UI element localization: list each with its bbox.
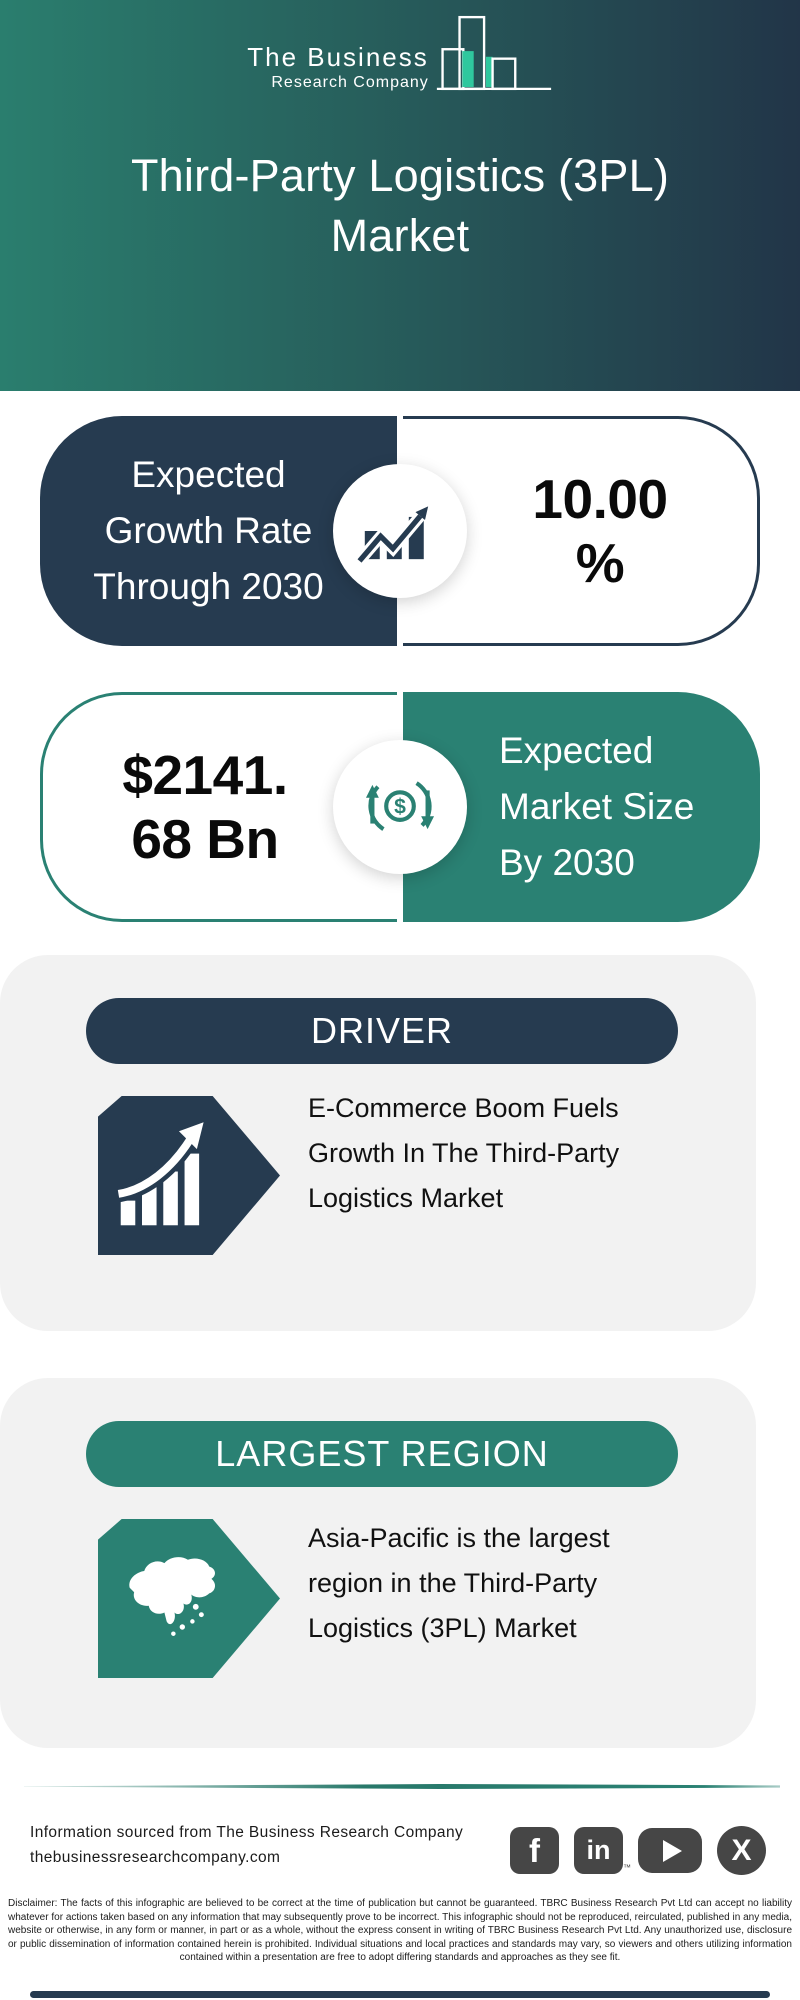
driver-text: E-Commerce Boom Fuels Growth In The Thir… bbox=[308, 1093, 620, 1213]
driver-heading-pill: DRIVER bbox=[86, 998, 678, 1064]
money-circulation-icon: $ bbox=[333, 740, 467, 874]
logo-text-primary: The Business bbox=[247, 42, 429, 72]
driver-section: DRIVER E-Commerce Boom Fuels Growth In T… bbox=[0, 955, 756, 1331]
asia-map-icon bbox=[98, 1519, 280, 1678]
linkedin-glyph: in bbox=[586, 1835, 611, 1865]
market-size-card: $2141. 68 Bn Expected Market Size By 203… bbox=[40, 692, 760, 922]
svg-text:$: $ bbox=[394, 795, 406, 818]
youtube-icon[interactable] bbox=[638, 1828, 702, 1873]
x-icon[interactable]: X bbox=[717, 1826, 766, 1875]
page-title: Third-Party Logistics (3PL) Market bbox=[130, 150, 670, 261]
social-links: f in ™ X bbox=[510, 1826, 766, 1875]
driver-heading: DRIVER bbox=[310, 1010, 454, 1051]
market-size-value: $2141. 68 Bn bbox=[122, 744, 288, 870]
growth-rate-value: 10.00 % bbox=[532, 468, 668, 594]
website-url[interactable]: thebusinessresearchcompany.com bbox=[30, 1849, 281, 1866]
company-logo: The Business Research Company bbox=[0, 12, 800, 94]
region-heading-pill: LARGEST REGION bbox=[86, 1421, 678, 1487]
logo-text: The Business Research Company bbox=[247, 42, 429, 94]
growth-rate-label: Expected Growth Rate Through 2030 bbox=[93, 454, 324, 607]
bottom-accent-bar bbox=[30, 1991, 770, 1998]
facebook-icon[interactable]: f bbox=[510, 1827, 559, 1874]
facebook-glyph: f bbox=[529, 1831, 540, 1869]
source-text: Information sourced from The Business Re… bbox=[30, 1824, 464, 1841]
growth-rate-card: Expected Growth Rate Through 2030 10.00 … bbox=[40, 416, 760, 646]
region-text: Asia-Pacific is the largest region in th… bbox=[308, 1523, 610, 1643]
bar-growth-icon bbox=[98, 1096, 280, 1255]
header-banner: The Business Research Company Third-Part… bbox=[0, 0, 800, 391]
growth-chart-icon bbox=[333, 464, 467, 598]
linkedin-tm: ™ bbox=[623, 1863, 631, 1872]
market-size-label: Expected Market Size By 2030 bbox=[499, 730, 695, 883]
region-heading: LARGEST REGION bbox=[215, 1433, 549, 1474]
logo-text-secondary: Research Company bbox=[271, 74, 429, 91]
x-glyph: X bbox=[731, 1833, 752, 1867]
logo-bars-icon bbox=[436, 15, 551, 91]
footer-divider bbox=[24, 1784, 780, 1789]
linkedin-icon[interactable]: in ™ bbox=[574, 1827, 631, 1874]
play-icon bbox=[662, 1839, 682, 1862]
disclaimer-text: Disclaimer: The facts of this infographi… bbox=[8, 1898, 792, 1963]
largest-region-section: LARGEST REGION Asia-Pacific is the large… bbox=[0, 1378, 756, 1748]
source-block: Information sourced from The Business Re… bbox=[30, 1820, 463, 1870]
